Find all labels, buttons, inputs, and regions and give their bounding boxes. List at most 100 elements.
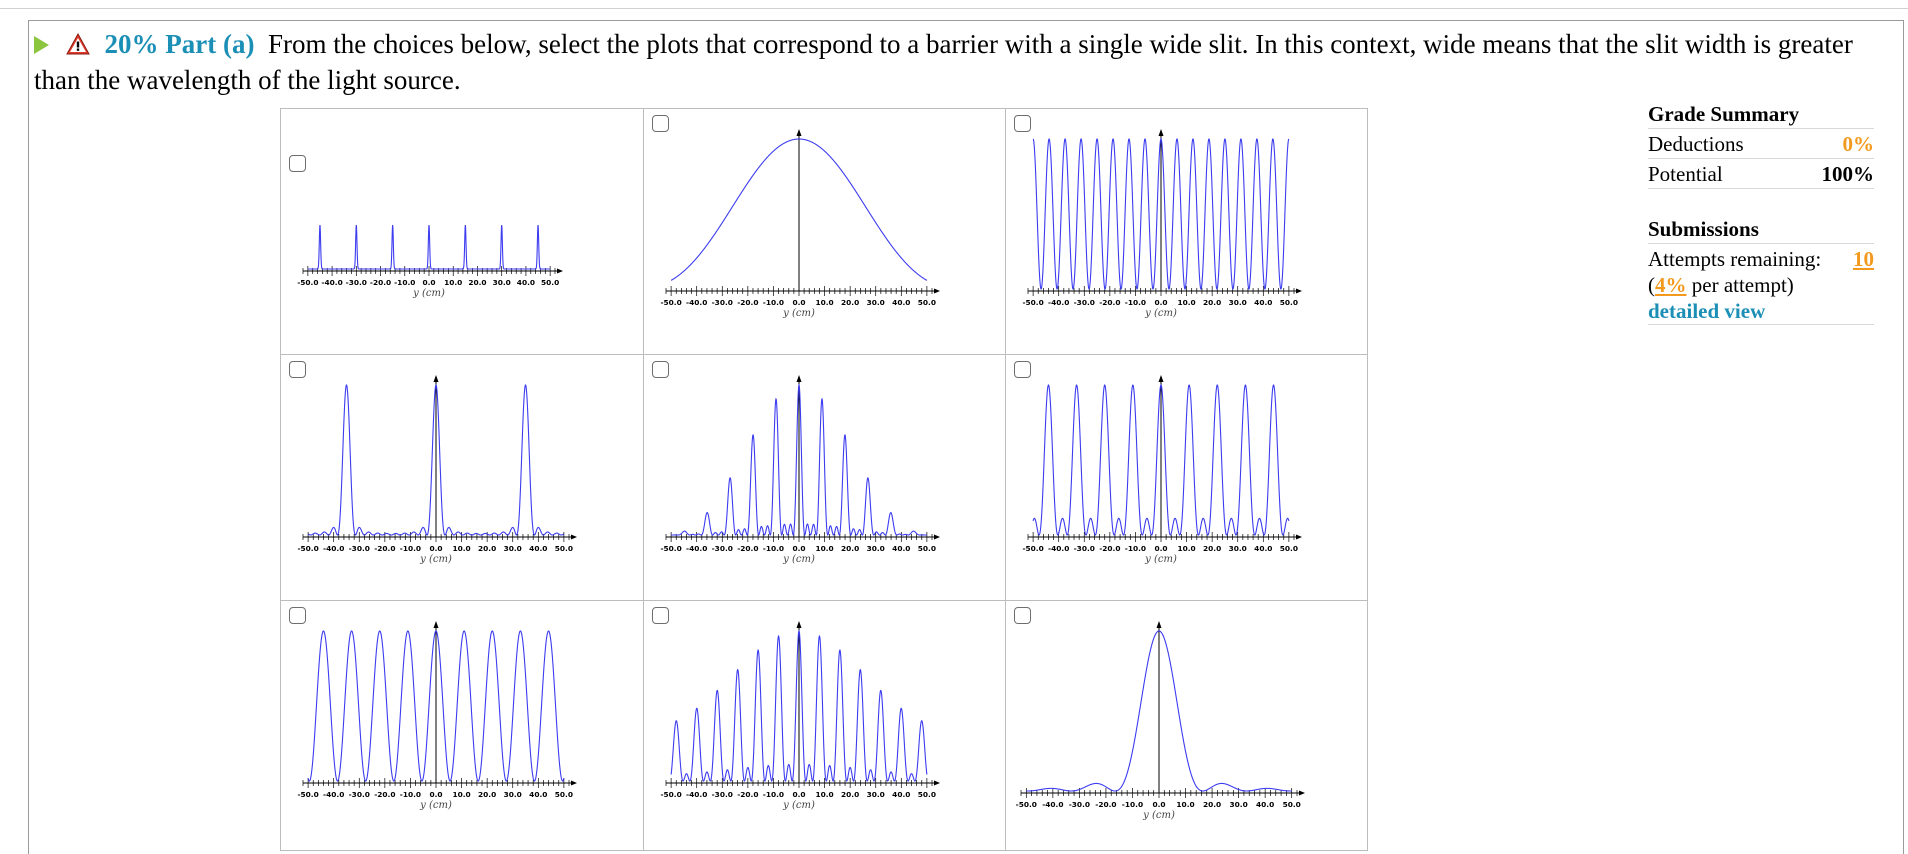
deductions-row: Deductions 0%	[1648, 129, 1874, 159]
y-axis-arrow	[1156, 621, 1162, 628]
tick-label: -40.0	[323, 790, 344, 799]
intensity-curve	[671, 383, 927, 536]
choice-cell[interactable]: -50.0 -40.0 -30.0 -20.0 -10.0 0.0 10.0 20.0 30.0…	[281, 355, 644, 601]
tick-label: 20.0	[841, 790, 859, 799]
x-axis-arrow	[934, 534, 940, 540]
tick-label: -40.0	[686, 790, 707, 799]
deductions-label: Deductions	[1648, 131, 1744, 156]
submissions-title: Submissions	[1648, 215, 1874, 244]
part-label: Part (a)	[165, 29, 255, 59]
tick-label: 30.0	[504, 790, 522, 799]
tick-label: -20.0	[1099, 544, 1120, 553]
tick-label: 10.0	[815, 298, 833, 307]
tick-label: -50.0	[1016, 800, 1037, 809]
x-axis-arrow	[557, 268, 563, 274]
x-axis-arrow	[1296, 288, 1302, 294]
choice-checkbox[interactable]	[289, 361, 306, 378]
tick-label: 10.0	[1177, 298, 1195, 307]
tick-label: 10.0	[444, 278, 462, 287]
axis-label: y (cm)	[419, 800, 452, 811]
choice-cell[interactable]: -50.0 -40.0 -30.0 -20.0 -10.0 0.0 10.0 20.0 30.0…	[281, 601, 644, 850]
tick-label: 30.0	[504, 544, 522, 553]
tick-label: 40.0	[517, 278, 535, 287]
tick-label: -40.0	[1042, 800, 1063, 809]
tick-label: 10.0	[815, 544, 833, 553]
tick-label: 30.0	[1229, 800, 1247, 809]
tick-label: -30.0	[349, 544, 370, 553]
intensity-plot: -50.0 -40.0 -30.0 -20.0 -10.0 0.0 10.0 20.0 30.0…	[1022, 129, 1302, 319]
tick-label: 50.0	[541, 278, 559, 287]
tick-label: -50.0	[297, 278, 318, 287]
tick-label: 30.0	[1229, 298, 1247, 307]
tick-label: 50.0	[1280, 544, 1298, 553]
part-percent: 20%	[104, 29, 159, 59]
x-axis-arrow	[1299, 790, 1305, 796]
choice-checkbox[interactable]	[652, 361, 669, 378]
choice-checkbox[interactable]	[652, 607, 669, 624]
tick-label: -20.0	[737, 544, 758, 553]
choice-cell[interactable]: -50.0 -40.0 -30.0 -20.0 -10.0 0.0 10.0 20.0 30.0…	[644, 601, 1006, 850]
choice-cell[interactable]: -50.0 -40.0 -30.0 -20.0 -10.0 0.0 10.0 20.0 30.0…	[1006, 601, 1367, 850]
tick-label: 50.0	[1283, 800, 1301, 809]
tick-label: 40.0	[892, 790, 910, 799]
choice-checkbox[interactable]	[1014, 115, 1031, 132]
attempts-block: Attempts remaining: 10 (4% per attempt) …	[1648, 244, 1874, 325]
top-divider	[0, 8, 1908, 9]
choice-checkbox[interactable]	[1014, 607, 1031, 624]
tick-label: -20.0	[374, 790, 395, 799]
choice-cell[interactable]: -50.0 -40.0 -30.0 -20.0 -10.0 0.0 10.0 20.0 30.0…	[644, 109, 1006, 355]
axis-label: y (cm)	[782, 308, 815, 319]
axis-label: y (cm)	[1142, 810, 1175, 821]
detailed-view-link[interactable]: detailed view	[1648, 299, 1766, 323]
tick-label: 50.0	[555, 790, 573, 799]
potential-row: Potential 100%	[1648, 159, 1874, 189]
tick-label: 30.0	[1229, 544, 1247, 553]
y-axis-arrow	[1158, 375, 1164, 382]
per-attempt-open: (	[1648, 273, 1655, 297]
tick-label: -30.0	[712, 790, 733, 799]
y-axis-arrow	[433, 375, 439, 382]
choice-checkbox[interactable]	[1014, 361, 1031, 378]
tick-label: 0.0	[792, 790, 805, 799]
tick-label: 50.0	[918, 790, 936, 799]
tick-label: 0.0	[1154, 544, 1167, 553]
axis-label: y (cm)	[782, 800, 815, 811]
intensity-plot: -50.0 -40.0 -30.0 -20.0 -10.0 0.0 10.0 20.0 30.0…	[297, 224, 563, 299]
potential-label: Potential	[1648, 161, 1723, 186]
tick-label: -40.0	[1048, 298, 1069, 307]
choice-cell[interactable]: -50.0 -40.0 -30.0 -20.0 -10.0 0.0 10.0 20.0 30.0…	[281, 109, 644, 355]
grade-summary-panel: Grade Summary Deductions 0% Potential 10…	[1648, 100, 1874, 325]
choice-cell[interactable]: -50.0 -40.0 -30.0 -20.0 -10.0 0.0 10.0 20.0 30.0…	[1006, 109, 1367, 355]
choice-cell[interactable]: -50.0 -40.0 -30.0 -20.0 -10.0 0.0 10.0 20.0 30.0…	[644, 355, 1006, 601]
tick-label: -40.0	[1048, 544, 1069, 553]
grade-summary-title: Grade Summary	[1648, 100, 1874, 129]
tick-label: 40.0	[1254, 298, 1272, 307]
choice-checkbox[interactable]	[289, 607, 306, 624]
tick-label: -10.0	[763, 544, 784, 553]
tick-label: -20.0	[1099, 298, 1120, 307]
tick-label: -10.0	[1125, 544, 1146, 553]
y-axis-arrow	[1158, 129, 1164, 136]
y-axis-arrow	[433, 621, 439, 628]
tick-label: -20.0	[370, 278, 391, 287]
tick-label: -10.0	[400, 790, 421, 799]
choice-checkbox[interactable]	[652, 115, 669, 132]
tick-label: 10.0	[815, 790, 833, 799]
tick-label: -40.0	[323, 544, 344, 553]
tick-label: 10.0	[452, 544, 470, 553]
tick-label: -10.0	[394, 278, 415, 287]
tick-label: -50.0	[297, 790, 318, 799]
tick-label: -10.0	[1122, 800, 1143, 809]
intensity-curve	[670, 629, 928, 782]
axis-label: y (cm)	[419, 554, 452, 565]
tick-label: 40.0	[529, 544, 547, 553]
expand-play-icon[interactable]	[34, 35, 49, 54]
x-axis-arrow	[934, 780, 940, 786]
intensity-curve	[1032, 138, 1290, 290]
intensity-plot: -50.0 -40.0 -30.0 -20.0 -10.0 0.0 10.0 20.0 30.0…	[1022, 375, 1302, 565]
intensity-curve	[670, 138, 928, 281]
choice-cell[interactable]: -50.0 -40.0 -30.0 -20.0 -10.0 0.0 10.0 20.0 30.0…	[1006, 355, 1367, 601]
choice-checkbox[interactable]	[289, 155, 306, 172]
axis-label: y (cm)	[1144, 554, 1177, 565]
intensity-plot: -50.0 -40.0 -30.0 -20.0 -10.0 0.0 10.0 20.0 30.0…	[297, 621, 577, 811]
